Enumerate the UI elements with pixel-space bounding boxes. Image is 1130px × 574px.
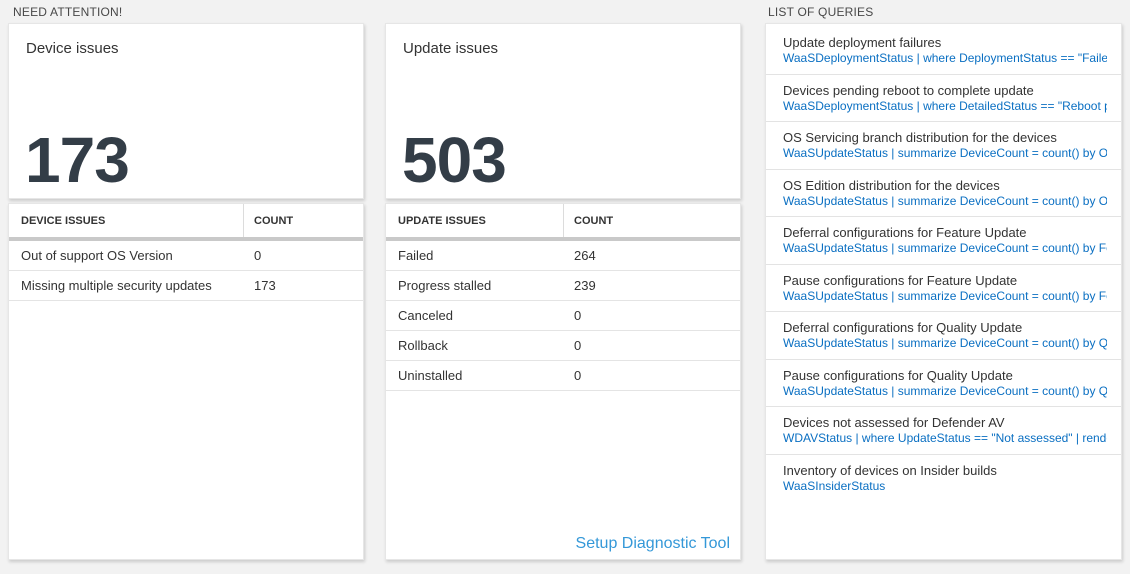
table-row[interactable]: Canceled 0 — [386, 301, 740, 331]
query-text: WaaSUpdateStatus | summarize DeviceCount… — [783, 288, 1107, 303]
queries-panel: Update deployment failures WaaSDeploymen… — [765, 23, 1122, 560]
count-header-cell: COUNT — [574, 214, 614, 227]
device-issues-table-header: DEVICE ISSUES COUNT — [9, 204, 363, 237]
issue-count: 173 — [254, 278, 276, 293]
query-title: Pause configurations for Feature Update — [783, 272, 1018, 288]
query-item[interactable]: Inventory of devices on Insider builds W… — [766, 455, 1121, 503]
issue-label: Missing multiple security updates — [21, 278, 212, 293]
issue-label: Failed — [398, 248, 434, 263]
query-text: WaaSUpdateStatus | summarize DeviceCount… — [783, 193, 1107, 208]
issue-label: Progress stalled — [398, 278, 492, 293]
issue-label: Canceled — [398, 308, 453, 323]
query-title: Update deployment failures — [783, 35, 942, 50]
query-text: WaaSInsiderStatus — [783, 478, 886, 493]
query-item[interactable]: Update deployment failures WaaSDeploymen… — [766, 27, 1121, 75]
query-item[interactable]: Devices not assessed for Defender AV WDA… — [766, 407, 1121, 455]
query-text: WaaSUpdateStatus | summarize DeviceCount… — [783, 383, 1107, 398]
issue-count: 264 — [574, 248, 596, 263]
query-title: OS Edition distribution for the devices — [783, 177, 1000, 193]
table-row[interactable]: Missing multiple security updates 173 — [9, 271, 363, 301]
table-row[interactable]: Failed 264 — [386, 241, 740, 271]
query-text: WaaSUpdateStatus | summarize DeviceCount… — [783, 241, 1107, 255]
query-title: Devices not assessed for Defender AV — [783, 415, 1005, 430]
issue-label: Rollback — [398, 338, 448, 353]
update-issues-card-title: Update issues — [403, 40, 499, 57]
update-issues-card[interactable]: Update issues 503 — [385, 23, 741, 199]
issue-count: 0 — [254, 248, 262, 263]
device-issues-header-cell: DEVICE ISSUES — [9, 204, 244, 237]
header-separator-bar — [386, 237, 740, 241]
setup-diagnostic-tool-link[interactable]: Setup Diagnostic Tool — [575, 535, 730, 552]
issue-label: Out of support OS Version — [21, 248, 173, 263]
issue-count: 0 — [574, 308, 582, 323]
query-text: WDAVStatus | where UpdateStatus == "Not … — [783, 431, 1107, 445]
header-separator-bar — [9, 237, 363, 241]
query-item[interactable]: Pause configurations for Feature Update … — [766, 265, 1121, 312]
query-title: OS Servicing branch distribution for the… — [783, 130, 1057, 145]
issue-count: 0 — [574, 338, 582, 353]
device-issues-card[interactable]: Device issues 173 — [8, 23, 364, 199]
table-row[interactable]: Out of support OS Version 0 — [9, 241, 363, 271]
table-row[interactable]: Progress stalled 239 — [386, 271, 740, 301]
query-item[interactable]: Deferral configurations for Feature Upda… — [766, 217, 1121, 265]
query-title: Inventory of devices on Insider builds — [783, 462, 997, 478]
section-title-need-attention: NEED ATTENTION! — [13, 5, 123, 19]
query-item[interactable]: OS Edition distribution for the devices … — [766, 170, 1121, 217]
query-text: WaaSUpdateStatus | summarize DeviceCount… — [783, 336, 1107, 350]
query-title: Devices pending reboot to complete updat… — [783, 82, 1034, 98]
device-issues-table: DEVICE ISSUES COUNT Out of support OS Ve… — [8, 203, 364, 560]
device-issues-card-title: Device issues — [26, 40, 119, 57]
section-title-list-of-queries: LIST OF QUERIES — [768, 5, 874, 19]
query-text: WaaSDeploymentStatus | where DeploymentS… — [783, 51, 1107, 65]
query-item[interactable]: Pause configurations for Quality Update … — [766, 360, 1121, 407]
query-item[interactable]: Deferral configurations for Quality Upda… — [766, 312, 1121, 360]
query-title: Deferral configurations for Quality Upda… — [783, 320, 1023, 335]
query-text: WaaSUpdateStatus | summarize DeviceCount… — [783, 146, 1107, 160]
table-row[interactable]: Rollback 0 — [386, 331, 740, 361]
update-issues-table: UPDATE ISSUES COUNT Failed 264 Progress … — [385, 203, 741, 560]
table-row[interactable]: Uninstalled 0 — [386, 361, 740, 391]
query-title: Deferral configurations for Feature Upda… — [783, 225, 1027, 240]
update-issues-count: 503 — [402, 124, 507, 196]
query-item[interactable]: OS Servicing branch distribution for the… — [766, 122, 1121, 170]
update-issues-header-cell: UPDATE ISSUES — [386, 204, 564, 237]
query-item[interactable]: Devices pending reboot to complete updat… — [766, 75, 1121, 122]
count-header-cell: COUNT — [254, 214, 294, 227]
query-text: WaaSDeploymentStatus | where DetailedSta… — [783, 98, 1107, 113]
device-issues-count: 173 — [25, 124, 130, 196]
issue-label: Uninstalled — [398, 368, 463, 383]
issue-count: 0 — [574, 368, 582, 383]
update-issues-table-header: UPDATE ISSUES COUNT — [386, 204, 740, 237]
issue-count: 239 — [574, 278, 596, 293]
query-title: Pause configurations for Quality Update — [783, 367, 1013, 383]
